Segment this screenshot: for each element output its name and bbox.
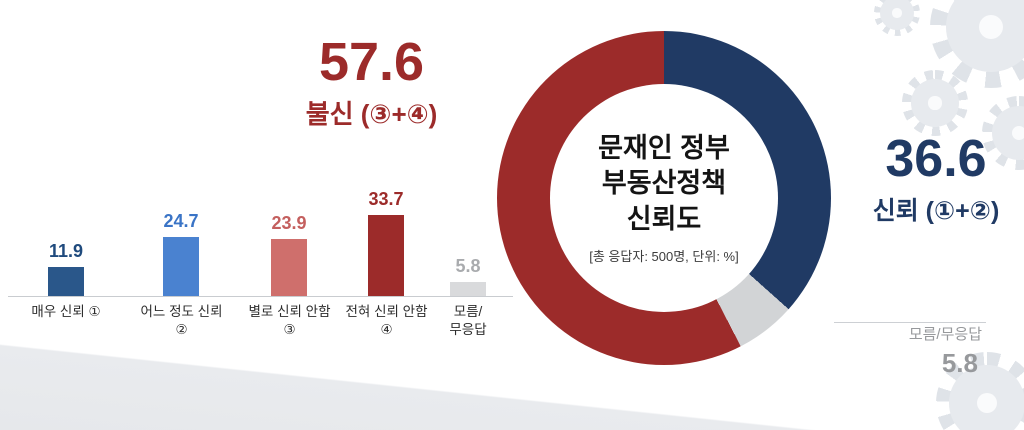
donut-note: [총 응답자: 500명, 단위: %] [589, 248, 739, 264]
bar [271, 238, 307, 296]
bar [450, 282, 486, 296]
donut-center: 문재인 정부 부동산정책 신뢰도 [총 응답자: 500명, 단위: %] [550, 84, 778, 312]
bar-group-very-trust: 11.9 [48, 241, 84, 296]
bar-value: 11.9 [48, 241, 84, 262]
bar-label-line: ③ [283, 322, 296, 338]
bar-value: 33.7 [368, 189, 404, 210]
unknown-pointer-line [834, 322, 986, 323]
bar-group-little-distrust: 23.9 [271, 213, 307, 296]
bar-group-somewhat-trust: 24.7 [163, 211, 199, 296]
bar [48, 267, 84, 296]
distrust-callout: 57.6 불신 (③+④) [274, 34, 469, 131]
unknown-callout: 모름/무응답 5.8 [838, 326, 982, 379]
bar-label-line: 모름/ [453, 304, 483, 319]
donut-title-line: 부동산정책 [601, 168, 727, 199]
distrust-value: 57.6 [318, 32, 425, 92]
gear-icon [902, 70, 968, 136]
bar-label-line: 별로 신뢰 안함 [248, 304, 331, 319]
donut-title-line: 신뢰도 [626, 203, 702, 234]
bar [368, 215, 404, 296]
trust-callout: 36.6 신뢰 (①+②) [850, 132, 1022, 227]
unknown-label: 모름/무응답 [908, 326, 982, 343]
donut-chart: 문재인 정부 부동산정책 신뢰도 [총 응답자: 500명, 단위: %] [497, 31, 831, 365]
gear-icon [936, 352, 1024, 430]
x-axis-line [8, 296, 513, 297]
bar-label-little-distrust: 별로 신뢰 안함 ③ [242, 303, 337, 339]
unknown-value: 5.8 [941, 348, 978, 378]
bar-label-very-trust: 매우 신뢰 ① [17, 303, 115, 321]
bar-value: 23.9 [271, 212, 307, 233]
bar-group-full-distrust: 33.7 [368, 189, 404, 296]
bar [163, 236, 199, 296]
donut-title-line: 문재인 정부 [598, 133, 730, 164]
trust-value: 36.6 [885, 130, 987, 188]
bar-group-unknown: 5.8 [450, 256, 486, 296]
distrust-label: 불신 (③+④) [305, 98, 438, 129]
bar-label-somewhat-trust: 어느 정도 신뢰 ② [134, 303, 229, 339]
bar-label-line: 어느 정도 신뢰 [140, 304, 223, 319]
bar-label-line: ② [175, 322, 188, 338]
bar-label-line: 전혀 신뢰 안함 [345, 304, 428, 319]
bar-value: 5.8 [455, 256, 481, 277]
bar-label-unknown: 모름/ 무응답 [435, 303, 501, 339]
bar-label-line: 매우 신뢰 ① [31, 304, 101, 319]
gear-icon [874, 0, 920, 36]
bar-label-line: ④ [380, 322, 393, 338]
bar-label-full-distrust: 전혀 신뢰 안함 ④ [339, 303, 434, 339]
trust-label: 신뢰 (①+②) [872, 196, 1000, 225]
bar-label-line: 무응답 [449, 322, 487, 338]
bar-value: 24.7 [163, 210, 199, 231]
